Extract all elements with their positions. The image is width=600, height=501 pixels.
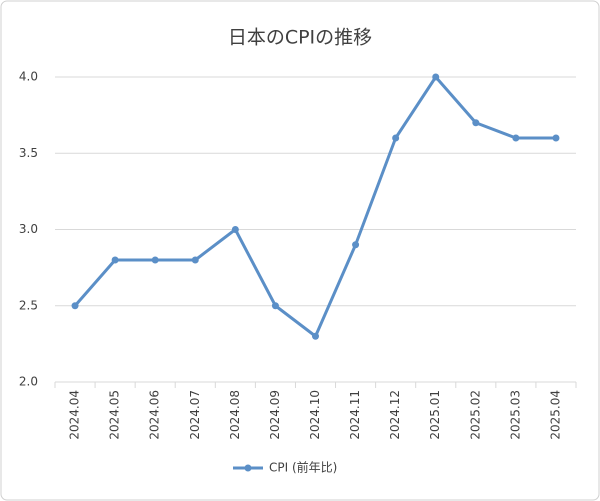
y-tick-label: 3.0 xyxy=(19,222,38,236)
point xyxy=(432,73,440,81)
point xyxy=(231,226,239,233)
x-tick-label: 2024.07 xyxy=(188,390,202,440)
x-tick-label: 2024.05 xyxy=(108,390,122,440)
y-tick-label: 2.0 xyxy=(19,375,38,389)
point xyxy=(472,119,480,127)
x-tick-label: 2025.02 xyxy=(468,390,482,440)
x-tick-label: 2025.04 xyxy=(548,390,562,440)
x-tick-label: 2025.03 xyxy=(508,390,522,440)
point xyxy=(552,134,560,142)
x-tick-label: 2024.11 xyxy=(348,390,362,440)
point xyxy=(312,332,319,340)
chart-title: 日本のCPIの推移 xyxy=(228,27,372,49)
x-tick-label: 2024.06 xyxy=(148,390,162,440)
point xyxy=(111,256,119,264)
legend-marker xyxy=(244,464,252,472)
x-tick-label: 2024.12 xyxy=(388,390,402,440)
y-tick-label: 4.0 xyxy=(19,70,38,84)
y-tick-label: 3.5 xyxy=(19,146,38,160)
y-tick-label: 2.5 xyxy=(19,298,38,312)
point xyxy=(352,241,360,249)
x-tick-label: 2025.01 xyxy=(428,390,442,440)
legend-label: CPI (前年比) xyxy=(269,460,337,475)
x-tick-label: 2024.08 xyxy=(228,390,242,440)
point xyxy=(512,134,520,142)
x-tick-label: 2024.09 xyxy=(268,390,282,440)
point xyxy=(271,302,279,310)
point xyxy=(392,134,400,142)
point xyxy=(151,256,159,264)
x-tick-label: 2024.04 xyxy=(68,390,82,440)
point xyxy=(71,302,79,310)
x-tick-label: 2024.10 xyxy=(308,390,322,440)
point xyxy=(191,256,199,264)
